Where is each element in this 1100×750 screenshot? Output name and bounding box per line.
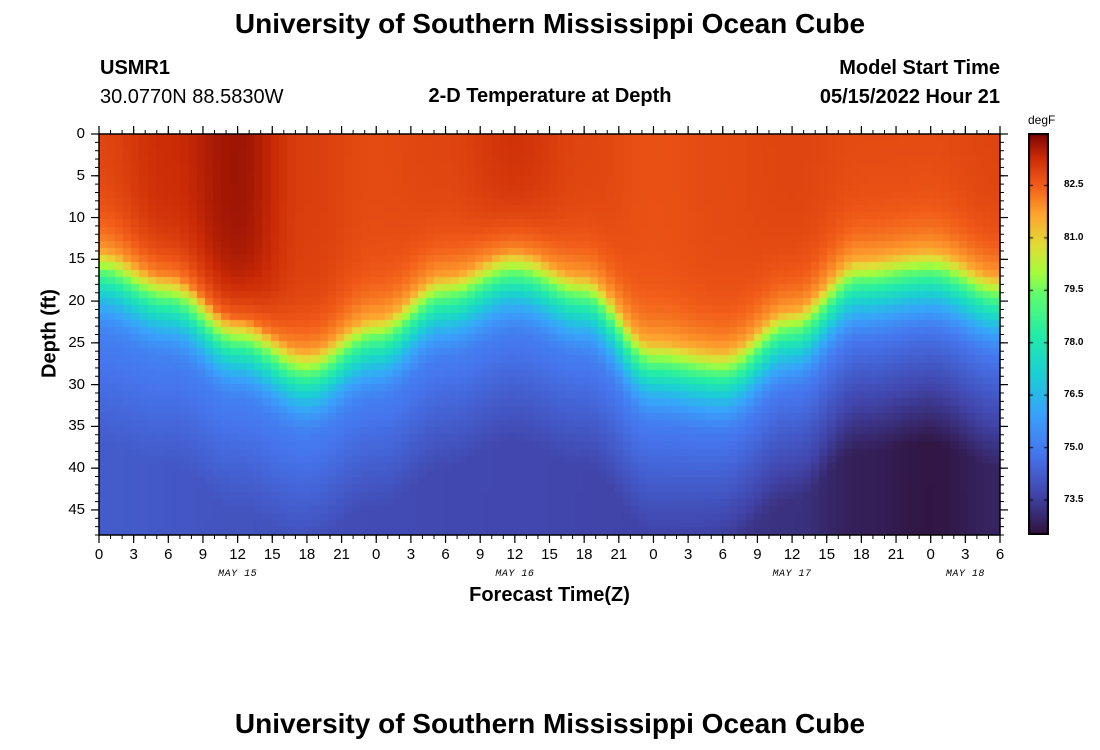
x-tick-label: 15 [818, 546, 836, 563]
colorbar-unit: degF [1028, 113, 1056, 127]
x-axis-label: Forecast Time(Z) [469, 584, 630, 606]
y-tick-label: 10 [68, 208, 85, 226]
x-tick-label: 21 [333, 546, 350, 563]
y-tick-label: 35 [68, 417, 85, 435]
x-tick-label: 3 [683, 546, 693, 563]
date-label: MAY 15 [218, 569, 258, 580]
colorbar-tick-label: 78.0 [1064, 336, 1084, 348]
x-tick-label: 18 [853, 546, 870, 563]
date-label: MAY 18 [945, 569, 985, 580]
x-tick-label: 15 [263, 546, 281, 563]
y-tick-label: 45 [68, 500, 85, 518]
x-tick-label: 9 [198, 546, 208, 563]
x-tick-label: 3 [129, 546, 138, 563]
temperature-heatmap [99, 134, 1000, 535]
x-tick-label: 3 [406, 546, 416, 563]
colorbar-tick-label: 75.0 [1064, 441, 1084, 453]
station-coordinates: 30.0770N 88.5830W [100, 86, 284, 108]
colorbar-tick-label: 76.5 [1064, 389, 1084, 401]
x-tick-label: 12 [506, 546, 524, 563]
x-tick-label: 9 [753, 546, 762, 563]
colorbar-tick-label: 73.5 [1064, 494, 1084, 506]
plot-title: 2-D Temperature at Depth [428, 85, 672, 107]
x-tick-label: 0 [926, 546, 935, 563]
y-tick-label: 0 [76, 125, 85, 142]
x-tick-label: 3 [961, 546, 970, 563]
x-tick-label: 21 [610, 546, 628, 563]
y-tick-label: 25 [68, 333, 85, 351]
y-tick-label: 5 [76, 166, 85, 184]
y-tick-label: 20 [68, 292, 85, 310]
x-tick-label: 6 [164, 546, 173, 563]
page-title: University of Southern Mississippi Ocean… [234, 8, 866, 39]
x-tick-label: 18 [298, 546, 316, 563]
y-tick-label: 30 [68, 375, 85, 393]
footer-title: University of Southern Mississippi Ocean… [234, 708, 866, 739]
x-tick-label: 0 [94, 546, 104, 563]
x-tick-label: 18 [575, 546, 593, 563]
station-id: USMR1 [100, 57, 171, 79]
x-tick-label: 6 [995, 546, 1005, 563]
y-tick-label: 40 [68, 459, 85, 477]
model-start-label: Model Start Time [839, 57, 1000, 79]
model-start-time: 05/15/2022 Hour 21 [819, 86, 1000, 108]
colorbar-tick-label: 79.5 [1064, 284, 1084, 296]
x-tick-label: 6 [718, 546, 727, 563]
x-tick-label: 0 [372, 546, 381, 563]
y-tick-label: 15 [68, 250, 85, 268]
date-label: MAY 16 [495, 569, 535, 580]
x-tick-label: 0 [649, 546, 658, 563]
x-tick-label: 6 [441, 546, 450, 563]
colorbar-tick-label: 82.5 [1064, 179, 1084, 191]
colorbar-tick-label: 81.0 [1064, 231, 1084, 243]
x-tick-label: 21 [887, 546, 905, 563]
x-tick-label: 9 [476, 546, 485, 563]
date-label: MAY 17 [772, 569, 812, 580]
x-tick-label: 12 [229, 546, 246, 563]
colorbar [1028, 133, 1049, 535]
x-tick-label: 15 [541, 546, 558, 563]
x-tick-label: 12 [783, 546, 801, 563]
